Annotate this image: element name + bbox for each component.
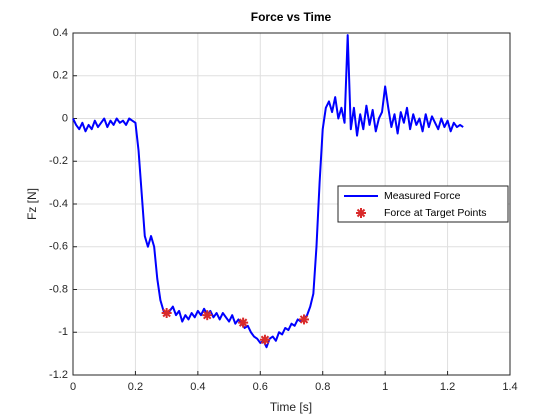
y-tick-label: -0.4 xyxy=(49,198,68,210)
y-tick-label: 0 xyxy=(62,112,68,124)
legend-label: Measured Force xyxy=(384,190,461,202)
x-tick-label: 0.8 xyxy=(315,381,330,393)
marker-stroke xyxy=(260,335,270,344)
y-tick-label: 0.4 xyxy=(53,27,68,39)
marker-stroke xyxy=(238,318,248,327)
legend-box xyxy=(337,185,509,223)
marker-stroke xyxy=(299,315,309,324)
axes-box xyxy=(72,32,511,376)
x-tick-label: 1.4 xyxy=(502,381,517,393)
x-tick-label: 1.2 xyxy=(440,381,455,393)
marker-stroke xyxy=(162,308,171,318)
marker-stroke xyxy=(203,310,212,320)
y-tick-label: 0.2 xyxy=(53,70,68,82)
legend-label: Force at Target Points xyxy=(384,207,487,219)
x-axis-label: Time [s] xyxy=(270,400,312,414)
marker-stroke xyxy=(356,208,366,218)
legend-marker xyxy=(356,208,366,218)
chart-title: Force vs Time xyxy=(251,10,332,24)
target-marker xyxy=(238,317,249,328)
target-marker xyxy=(259,334,270,345)
y-tick-label: -0.8 xyxy=(49,283,68,295)
y-tick-label: -1.2 xyxy=(49,369,68,381)
target-marker xyxy=(298,314,309,325)
legend: Measured Force Force at Target Points xyxy=(337,185,509,223)
x-tick-label: 0.6 xyxy=(253,381,268,393)
y-axis-label: Fz [N] xyxy=(25,188,39,220)
y-tick-label: -0.6 xyxy=(49,241,68,253)
x-tick-label: 0 xyxy=(70,381,76,393)
x-tick-label: 1 xyxy=(382,381,388,393)
target-marker xyxy=(161,308,172,319)
y-tick-label: -1 xyxy=(58,326,68,338)
y-tick-label: -0.2 xyxy=(49,155,68,167)
target-marker xyxy=(202,310,213,321)
x-tick-label: 0.2 xyxy=(128,381,143,393)
x-tick-label: 0.4 xyxy=(190,381,205,393)
